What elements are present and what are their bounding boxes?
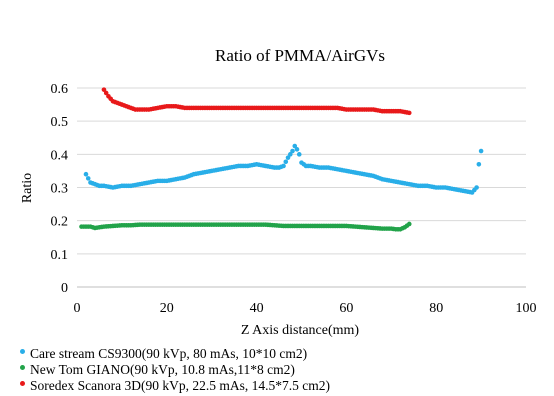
legend-label-newtom: New Tom GIANO(90 kVp, 10.8 mAs,11*8 cm2)	[30, 362, 295, 377]
data-point	[476, 161, 482, 167]
legend-marker-newtom	[20, 364, 25, 370]
legend-item-soredex: Soredex Scanora 3D(90 kVp, 22.5 mAs, 14.…	[20, 378, 540, 394]
x-tick-label: 100	[516, 301, 537, 316]
data-point	[294, 147, 300, 152]
chart-title: Ratio of PMMA/AirGVs	[215, 46, 385, 65]
data-point	[103, 90, 109, 96]
data-point	[406, 221, 412, 227]
x-tick-label: 0	[74, 301, 81, 316]
series-2	[101, 87, 412, 116]
y-tick-label: 0.1	[51, 248, 69, 263]
x-axis-label: Z Axis distance(mm)	[241, 323, 360, 338]
x-tick-label: 80	[429, 301, 443, 316]
data-point	[478, 148, 484, 154]
y-tick-label: 0.4	[51, 148, 69, 163]
legend-label-soredex: Soredex Scanora 3D(90 kVp, 22.5 mAs, 14.…	[30, 378, 330, 393]
x-tick-label: 40	[250, 301, 264, 316]
series-0	[83, 143, 484, 195]
data-point	[101, 87, 107, 92]
data-point	[406, 110, 412, 116]
y-tick-label: 0.2	[51, 215, 69, 230]
series-1	[79, 221, 412, 232]
x-tick-label: 20	[160, 301, 174, 316]
data-point	[292, 143, 298, 149]
y-axis-label: Ratio	[20, 173, 35, 203]
legend-item-carestream: Care stream CS9300(90 kVp, 80 mAs, 10*10…	[20, 346, 540, 362]
data-point	[296, 152, 302, 157]
data-point	[83, 171, 89, 177]
legend-label-carestream: Care stream CS9300(90 kVp, 80 mAs, 10*10…	[30, 346, 308, 361]
data-point	[85, 176, 91, 181]
data-point	[281, 163, 286, 169]
data-point	[285, 155, 291, 160]
y-tick-label: 0.3	[51, 182, 69, 197]
legend-item-newtom: New Tom GIANO(90 kVp, 10.8 mAs,11*8 cm2)	[20, 362, 540, 378]
y-tick-label: 0	[61, 281, 68, 296]
legend: Care stream CS9300(90 kVp, 80 mAs, 10*10…	[20, 346, 540, 394]
data-point	[290, 148, 295, 154]
y-tick-label: 0.6	[51, 82, 69, 97]
data-point	[287, 152, 293, 157]
legend-marker-carestream	[20, 348, 25, 354]
y-tick-label: 0.5	[51, 115, 69, 130]
legend-marker-soredex	[20, 380, 25, 386]
data-point	[474, 185, 479, 190]
x-tick-label: 60	[339, 301, 353, 316]
data-point	[283, 159, 289, 165]
